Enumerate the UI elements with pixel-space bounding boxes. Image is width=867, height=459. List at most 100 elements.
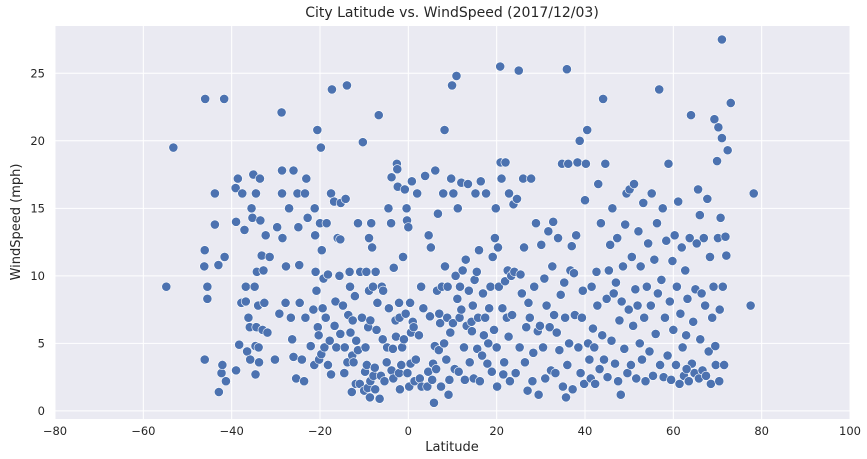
data-point [302,212,313,223]
data-point [245,354,256,365]
data-point [464,357,475,368]
data-point [661,235,672,246]
data-point [344,266,355,277]
data-point [369,362,380,373]
data-point [457,265,468,276]
data-point [321,218,332,229]
data-point [438,188,449,199]
data-point [717,281,728,292]
data-point [346,387,357,397]
data-point [528,347,539,358]
data-point [405,297,415,308]
data-point [360,342,371,353]
y-axis-label: WindSpeed (mph) [9,164,24,281]
data-point [467,326,477,337]
data-point [365,392,375,403]
data-point [335,234,346,245]
data-point [499,357,510,368]
data-point [683,376,694,387]
data-point [255,215,266,226]
data-point [640,376,651,387]
data-point [580,158,591,169]
data-point [691,238,702,249]
data-point [549,310,559,320]
data-point [299,376,309,387]
data-point [219,94,230,104]
data-point [657,203,668,214]
data-point [551,327,562,338]
data-point [558,381,568,392]
data-point [217,360,228,370]
data-point [682,293,693,304]
data-point [701,370,711,381]
data-point [209,188,220,199]
data-point [630,284,641,295]
data-point [367,242,378,253]
data-point [294,297,305,308]
data-point [669,230,680,241]
data-point [481,188,491,199]
data-point [686,110,696,121]
data-point [335,329,346,339]
data-point [561,392,571,403]
data-point [418,303,429,314]
data-point [626,252,637,262]
data-point [610,358,620,369]
data-point [524,312,535,323]
x-tick-label: 0 [405,424,412,438]
data-point [448,318,458,329]
data-point [351,335,362,346]
data-point [254,357,264,368]
data-point [618,261,628,272]
data-point [434,308,445,319]
data-point [606,335,617,346]
data-point [516,288,527,299]
data-point [555,289,566,300]
data-point [287,334,298,345]
data-point [684,233,695,243]
data-point [239,225,250,235]
data-point [264,252,275,262]
data-point [400,308,411,319]
data-point [474,245,484,256]
data-point [588,323,598,334]
data-point [199,354,210,365]
data-point [634,338,645,349]
data-point [365,315,376,326]
data-point [592,300,603,311]
data-point [531,218,541,229]
x-tick-label: −40 [220,424,244,438]
data-point [480,312,491,323]
data-point [631,373,642,384]
data-point [339,368,350,378]
data-point [281,261,291,272]
data-point [671,360,681,370]
data-point [674,378,685,389]
data-point [656,274,667,285]
data-point [593,179,604,189]
data-point [615,389,626,400]
data-point [597,330,608,341]
data-point [710,341,721,351]
data-point [635,261,646,272]
data-point [590,378,601,389]
data-point [168,142,179,153]
data-point [569,268,579,279]
data-point [548,216,559,227]
data-point [459,342,469,353]
x-axis-label: Latitude [425,440,479,455]
data-point [300,188,310,199]
data-point [353,218,363,229]
data-point [566,241,577,252]
data-point [599,354,609,365]
data-point [475,176,486,187]
data-point [388,262,399,273]
data-point [715,212,726,223]
data-point [539,273,550,284]
data-point [425,311,435,322]
x-tick-label: −20 [308,424,332,438]
data-point [493,281,504,292]
data-point [563,158,574,169]
data-point [714,376,725,387]
data-point [535,320,545,331]
